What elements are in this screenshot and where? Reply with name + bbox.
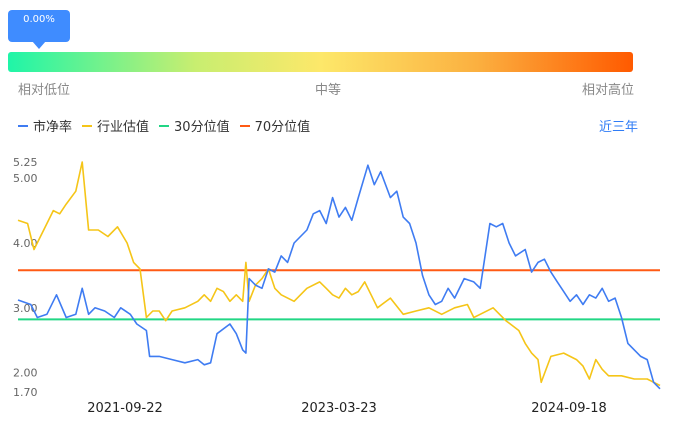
x-tick-label: 2021-09-22 [87, 401, 163, 416]
x-axis-ticks: 2021-09-22 2023-03-23 2024-09-18 [87, 401, 607, 416]
chart-legend: 市净率 行业估值 30分位值 70分位值 [18, 116, 310, 135]
percentile-badge: 0.00% [8, 10, 70, 49]
scale-mid-label: 中等 [315, 83, 342, 98]
valuation-gradient-bar [8, 52, 633, 72]
scale-low-label: 相对低位 [18, 83, 71, 98]
legend-item-pe[interactable]: 市净率 [18, 116, 72, 135]
y-tick-label: 5.00 [13, 172, 38, 185]
legend-item-p70[interactable]: 70分位值 [239, 116, 311, 135]
period-selector[interactable]: 近三年 [599, 120, 639, 135]
chart-lines [17, 161, 661, 390]
legend-swatch-p70 [239, 124, 250, 127]
legend-label-p30: 30分位值 [174, 120, 230, 135]
legend-swatch-industry [82, 124, 93, 127]
legend-label-p70: 70分位值 [254, 120, 311, 135]
scale-high-label: 相对高位 [582, 83, 635, 98]
y-tick-label: 5.25 [13, 156, 38, 169]
industry-line [17, 161, 661, 387]
x-tick-label: 2024-09-18 [531, 401, 607, 416]
pe-line [17, 164, 661, 390]
legend-label-industry: 行业估值 [97, 120, 150, 135]
y-tick-label: 1.70 [13, 386, 38, 399]
legend-swatch-p30 [159, 124, 170, 127]
y-tick-label: 2.00 [13, 367, 38, 380]
y-tick-label: 3.00 [13, 302, 38, 315]
percentile-value: 0.00% [23, 14, 55, 25]
legend-item-industry[interactable]: 行业估值 [82, 116, 149, 135]
legend-label-pe: 市净率 [33, 120, 73, 135]
legend-swatch-pe [18, 124, 28, 127]
x-tick-label: 2023-03-23 [301, 401, 377, 416]
y-axis-ticks: 1.702.003.004.005.005.25 [13, 156, 38, 399]
legend-item-p30[interactable]: 30分位值 [159, 116, 230, 135]
